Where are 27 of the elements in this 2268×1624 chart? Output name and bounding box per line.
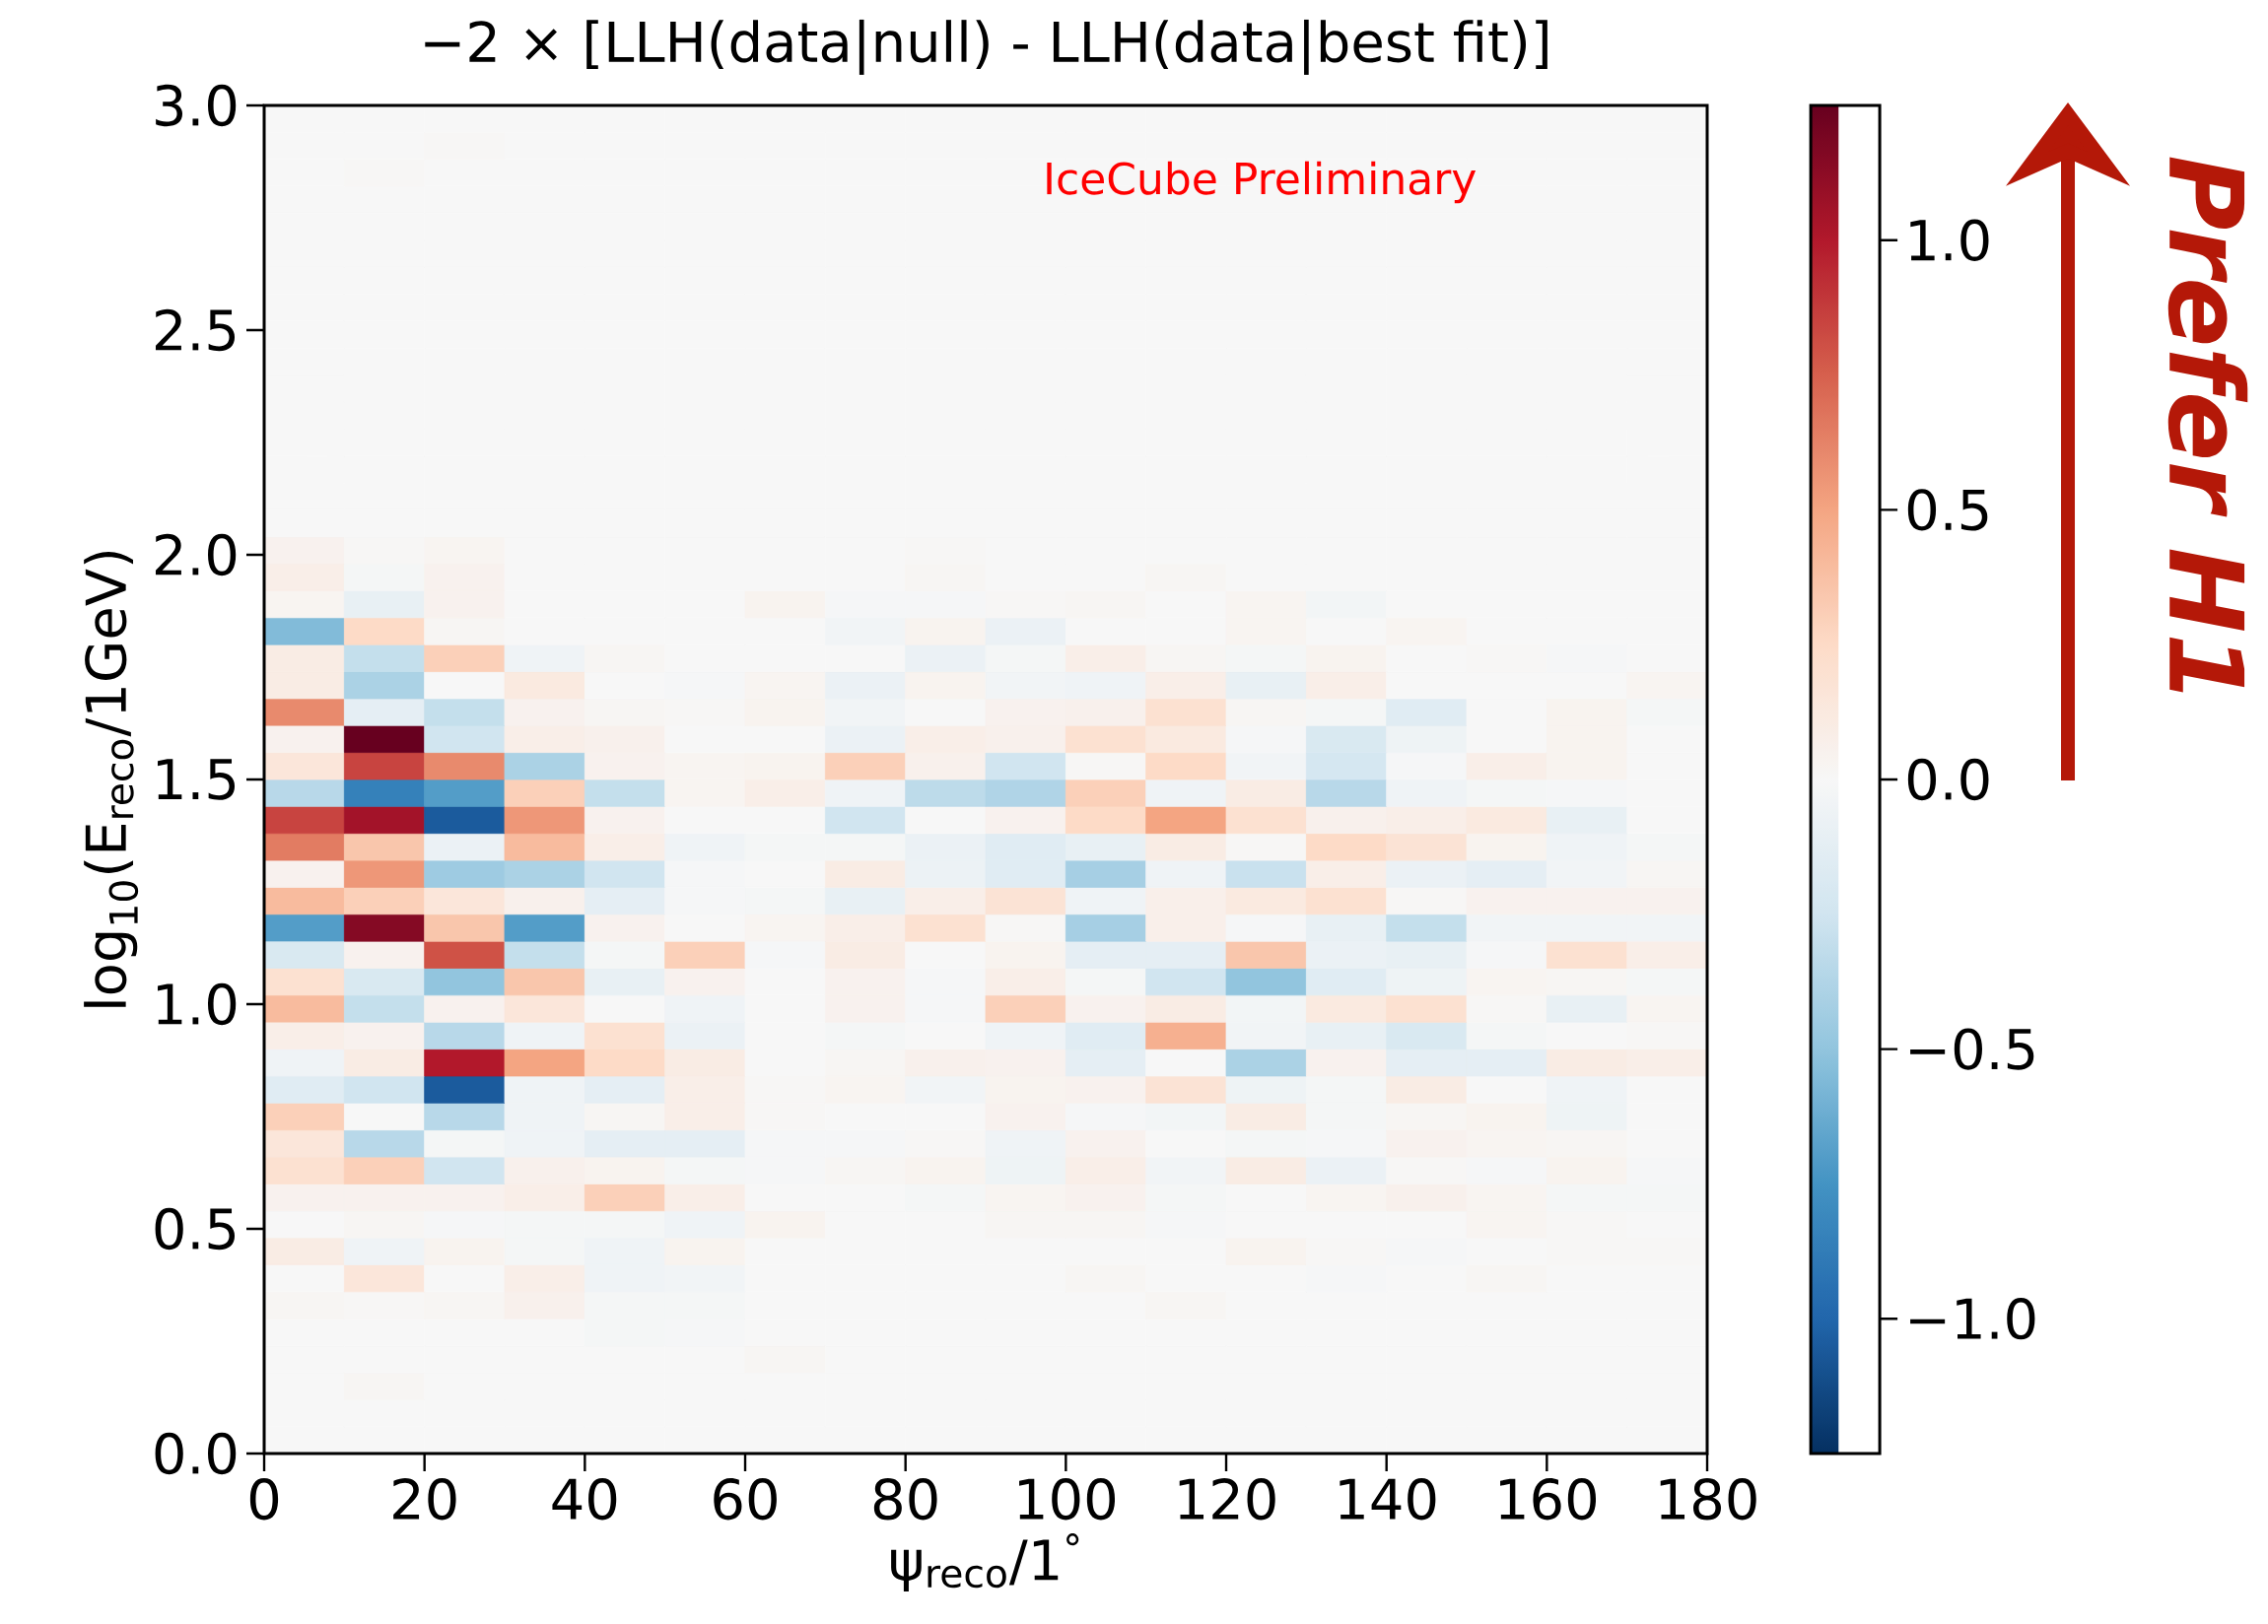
- color-bar-label: −1.0: [1910, 1298, 2035, 1340]
- color-bar-label: 0.5: [1907, 489, 1988, 531]
- annotation: IceCube Preliminary: [1047, 161, 1477, 204]
- x-tick-label: 40: [552, 1478, 617, 1521]
- x-tick-label: 120: [1179, 1478, 1275, 1521]
- chart-title: −2 × [LLH(data|null) - LLH(data|best fit)]: [425, 19, 1547, 75]
- y-tick-label: 1.0: [158, 982, 237, 1026]
- color-bar-label: 0.0: [1907, 758, 1989, 801]
- y-axis-title: log$_{10}$(E$_{reco}$/1GeV): [84, 551, 139, 1007]
- y-tick-label: 2.5: [155, 308, 236, 352]
- text: Prefer H1: [2167, 157, 2248, 693]
- y-tick-label: 1.5: [158, 759, 236, 800]
- x-tick-label: 140: [1340, 1478, 1436, 1521]
- x-tick-label: 80: [873, 1478, 937, 1521]
- y-tick-label: 3.0: [156, 84, 237, 127]
- x-tick-label: 60: [714, 1478, 777, 1521]
- color-bar-label: −0.5: [1910, 1028, 2034, 1070]
- x-axis-title: ψ$_{reco}$/1$^{°}$: [891, 1533, 1079, 1591]
- x-tick-label: 180: [1660, 1478, 1756, 1521]
- y-tick-label: 2.0: [155, 533, 237, 576]
- x-tick-label: 0: [249, 1478, 279, 1521]
- x-tick-label: 160: [1500, 1478, 1597, 1521]
- color-bar-label: 1.0: [1910, 219, 1989, 261]
- x-tick-label: 20: [393, 1478, 456, 1521]
- x-tick-label: 100: [1019, 1478, 1116, 1521]
- y-tick-label: 0.5: [155, 1207, 236, 1251]
- y-tick-label: 0.0: [155, 1432, 237, 1475]
